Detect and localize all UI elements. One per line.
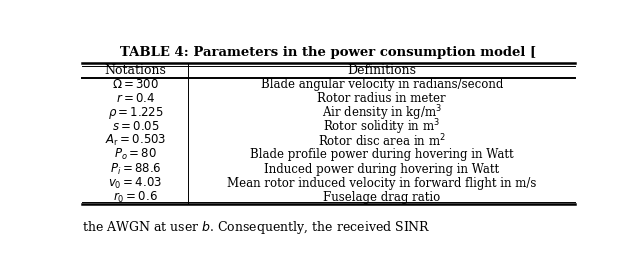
Text: Rotor solidity in m$^3$: Rotor solidity in m$^3$ (323, 117, 440, 136)
Text: Definitions: Definitions (347, 64, 416, 77)
Text: $v_0 = 4.03$: $v_0 = 4.03$ (108, 175, 163, 191)
Text: Rotor disc area in m$^2$: Rotor disc area in m$^2$ (318, 132, 445, 149)
Text: $r = 0.4$: $r = 0.4$ (116, 92, 155, 105)
Text: $P_i = 88.6$: $P_i = 88.6$ (109, 161, 161, 176)
Text: Rotor radius in meter: Rotor radius in meter (317, 92, 446, 105)
Text: $s = 0.05$: $s = 0.05$ (111, 120, 159, 133)
Text: $P_o = 80$: $P_o = 80$ (114, 147, 157, 162)
Text: Air density in kg/m$^3$: Air density in kg/m$^3$ (322, 103, 442, 122)
Text: $r_0 = 0.6$: $r_0 = 0.6$ (113, 190, 158, 205)
Text: Mean rotor induced velocity in forward flight in m/s: Mean rotor induced velocity in forward f… (227, 176, 536, 189)
Text: $A_{\mathrm{r}} = 0.503$: $A_{\mathrm{r}} = 0.503$ (105, 133, 166, 148)
Text: TABLE 4: Parameters in the power consumption model [: TABLE 4: Parameters in the power consump… (120, 46, 536, 59)
Text: Induced power during hovering in Watt: Induced power during hovering in Watt (264, 162, 499, 175)
Text: $\Omega = 300$: $\Omega = 300$ (112, 78, 159, 91)
Text: Fuselage drag ratio: Fuselage drag ratio (323, 191, 440, 204)
Text: Blade profile power during hovering in Watt: Blade profile power during hovering in W… (250, 148, 513, 161)
Text: the AWGN at user $b$. Consequently, the received SINR: the AWGN at user $b$. Consequently, the … (83, 219, 431, 236)
Text: Notations: Notations (104, 64, 166, 77)
Text: Blade angular velocity in radians/second: Blade angular velocity in radians/second (260, 78, 503, 91)
Text: $\rho = 1.225$: $\rho = 1.225$ (108, 105, 163, 121)
